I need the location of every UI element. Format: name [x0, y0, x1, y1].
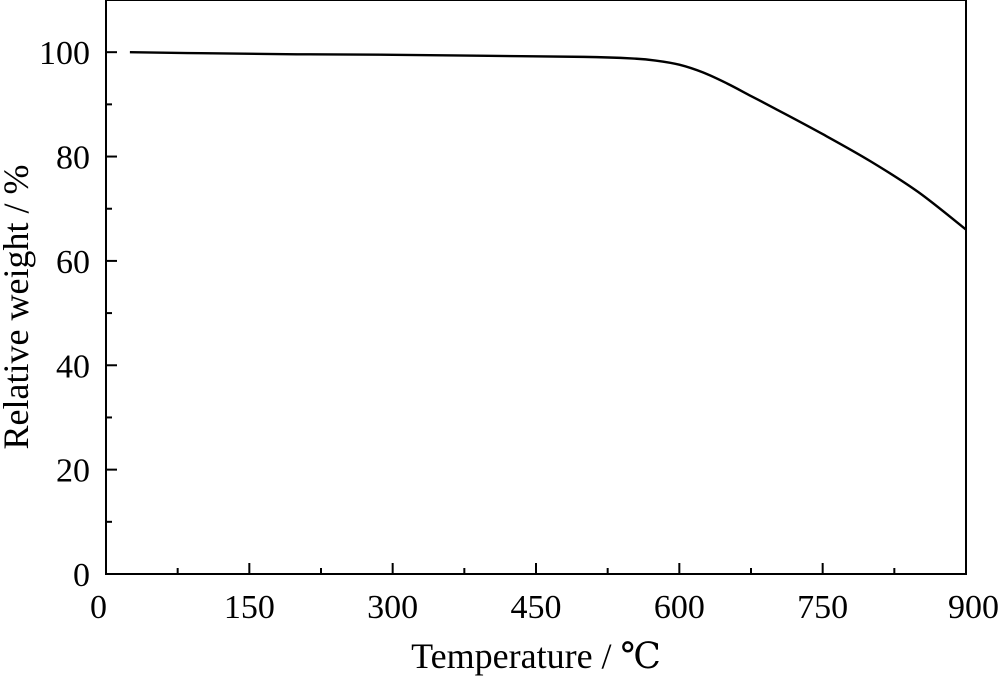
y-tick-label: 0 — [73, 557, 90, 594]
y-tick-labels: 0 20 40 60 80 100 — [39, 35, 90, 594]
y-tick-label: 80 — [56, 140, 90, 177]
x-tick-label: 0 — [90, 589, 107, 626]
plot-frame — [105, 0, 967, 575]
y-tick-label: 100 — [39, 35, 90, 72]
x-tick-label: 600 — [654, 589, 705, 626]
x-tick-label: 750 — [797, 589, 848, 626]
tick-marks — [105, 0, 967, 575]
series-layer — [129, 50, 967, 231]
y-tick-label: 20 — [56, 453, 90, 490]
y-tick-label: 40 — [56, 348, 90, 385]
x-tick-label: 450 — [511, 589, 562, 626]
y-tick-label: 60 — [56, 244, 90, 281]
x-tick-label: 900 — [948, 589, 999, 626]
x-axis-title: Temperature / ℃ — [411, 636, 661, 676]
x-tick-label: 300 — [367, 589, 418, 626]
weight-curve-line — [129, 50, 967, 231]
x-tick-labels: 0 150 300 450 600 750 900 — [90, 589, 999, 626]
x-tick-label: 150 — [224, 589, 275, 626]
y-axis-title: Relative weight / % — [0, 165, 36, 450]
